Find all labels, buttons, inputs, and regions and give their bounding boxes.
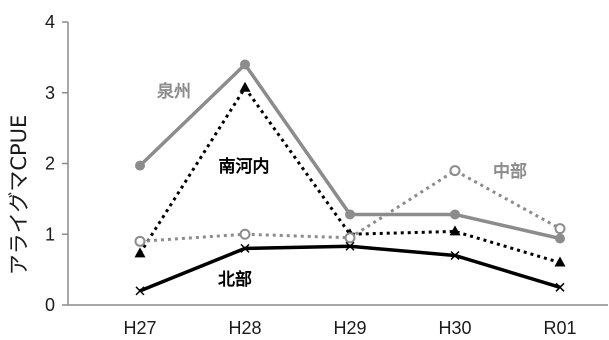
x-tick-label: H29: [333, 318, 366, 338]
data-point: [345, 241, 355, 251]
data-point: [449, 165, 461, 177]
y-tick-labels: 0 1 2 3 4: [45, 12, 68, 315]
data-point: [134, 235, 146, 247]
data-point: [554, 223, 566, 235]
series-2: [134, 165, 566, 247]
data-point: [450, 250, 460, 261]
data-point: [344, 232, 356, 244]
x-tick-labels: H27 H28 H29 H30 R01: [123, 318, 576, 338]
y-tick-label: 3: [45, 83, 55, 103]
data-point: [555, 282, 565, 292]
series-label-minamikawachi: 南河内: [219, 156, 270, 177]
data-point: [239, 228, 251, 240]
y-tick-label: 1: [45, 224, 55, 244]
data-point: [134, 247, 146, 258]
x-tick-label: H27: [123, 318, 156, 338]
y-tick-label: 2: [45, 154, 55, 174]
data-point: [450, 209, 460, 220]
data-point: [554, 256, 566, 267]
series-layer: [134, 59, 566, 296]
series-line: [139, 244, 561, 293]
y-axis-label: アライグマCPUE: [7, 115, 31, 276]
data-point: [240, 59, 250, 70]
series-3: [135, 241, 565, 296]
series-label-senshu: 泉州: [156, 81, 191, 102]
series-0: [135, 59, 565, 244]
data-point: [240, 243, 250, 253]
x-tick-label: H28: [228, 318, 261, 338]
data-point: [239, 81, 251, 92]
data-point: [135, 286, 145, 296]
data-point: [135, 160, 145, 171]
series-label-hokubu: 北部: [218, 269, 252, 290]
series-label-chubu: 中部: [493, 161, 527, 182]
data-point: [555, 233, 565, 244]
x-tick-label: R01: [543, 318, 576, 338]
y-tick-label: 0: [45, 295, 55, 315]
data-point: [449, 225, 461, 236]
x-tick-label: H30: [438, 318, 471, 338]
y-tick-label: 4: [45, 12, 55, 32]
data-point: [345, 209, 355, 220]
